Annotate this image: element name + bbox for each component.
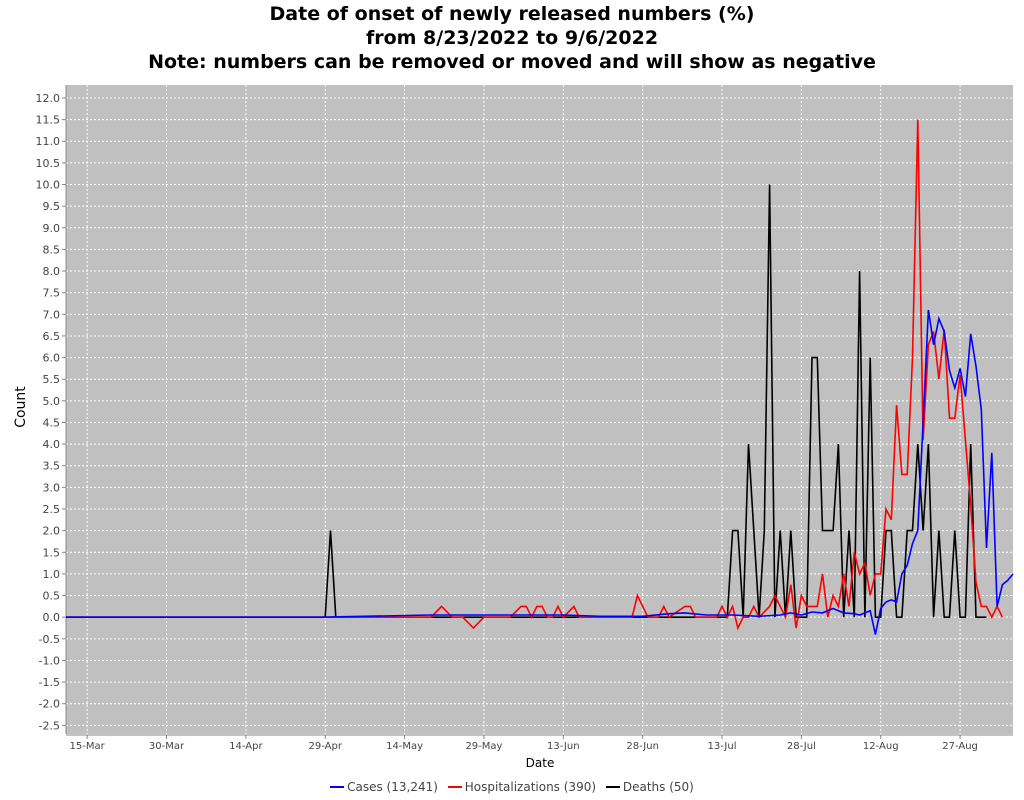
chart-title-line-3: Note: numbers can be removed or moved an… [148, 51, 876, 73]
x-tick-label: 29-Apr [309, 741, 343, 752]
y-tick-label: 0.5 [43, 590, 61, 603]
x-tick-label: 13-Jul [708, 741, 737, 752]
y-tick-label: 6.0 [43, 352, 61, 365]
y-tick-label: 1.5 [43, 546, 61, 559]
y-tick-label: 11.5 [36, 114, 61, 127]
legend-swatch-hospitalizations [447, 785, 462, 788]
line-chart: -2.5 -2.0 -1.5 -1.0 -0.5 0.0 0.5 1.0 1.5 2.0 2.5 3.… [13, 85, 1014, 770]
y-tick-label: 9.5 [43, 200, 61, 213]
y-tick-label: 10.5 [36, 157, 61, 170]
y-tick-label: 8.5 [43, 243, 61, 256]
x-tick-label: 30-Mar [149, 741, 185, 752]
y-tick-label: -0.5 [39, 633, 60, 646]
legend-swatch-deaths [605, 785, 620, 788]
y-tick-label: 9.0 [43, 222, 61, 235]
x-tick-label: 27-Aug [942, 741, 978, 752]
y-tick-label: 1.0 [43, 568, 61, 581]
legend-item-deaths: Deaths (50) [605, 780, 694, 794]
y-tick-label: 4.0 [43, 438, 61, 451]
x-tick-label: 28-Jul [787, 741, 816, 752]
x-axis-label: Date [526, 756, 555, 770]
chart-title: Date of onset of newly released numbers … [0, 2, 1024, 74]
y-tick-label: 3.0 [43, 481, 61, 494]
legend-item-hospitalizations: Hospitalizations (390) [447, 780, 597, 794]
series-line-cases [66, 309, 1014, 635]
y-tick-label: 4.5 [43, 416, 61, 429]
x-tick-label: 14-Apr [229, 741, 263, 752]
y-tick-label: 3.5 [43, 460, 61, 473]
y-tick-label: 0.0 [43, 611, 61, 624]
legend-label-cases: Cases (13,241) [347, 780, 438, 794]
y-tick-label: 7.0 [43, 308, 61, 321]
legend-label-deaths: Deaths (50) [622, 780, 694, 794]
y-tick-label: 10.0 [36, 179, 61, 192]
y-tick-label: -2.0 [39, 698, 60, 711]
y-tick-label: -1.0 [39, 654, 60, 667]
x-tick-label: 12-Aug [863, 741, 899, 752]
y-tick-label: 12.0 [36, 92, 61, 105]
y-tick-label: 11.0 [36, 135, 61, 148]
y-tick-label: 5.5 [43, 373, 61, 386]
y-tick-label: 8.0 [43, 265, 61, 278]
y-tick-label: 7.5 [43, 287, 61, 300]
y-tick-label: 2.0 [43, 525, 61, 538]
x-tick-label: 13-Jun [547, 741, 580, 752]
chart-title-line-2: from 8/23/2022 to 9/6/2022 [365, 27, 659, 49]
chart-title-line-1: Date of onset of newly released numbers … [269, 3, 755, 25]
y-axis-label: Count [13, 386, 29, 428]
y-tick-label: 5.0 [43, 395, 61, 408]
x-tick-label: 29-May [465, 741, 502, 752]
x-tick-label: 15-Mar [70, 741, 106, 752]
plot-area [66, 85, 1013, 734]
x-tick-label: 14-May [386, 741, 423, 752]
y-tick-label: 6.5 [43, 330, 61, 343]
legend-swatch-cases [330, 785, 345, 788]
legend-item-cases: Cases (13,241) [330, 780, 438, 794]
legend-label-hospitalizations: Hospitalizations (390) [464, 780, 597, 794]
y-tick-label: 2.5 [43, 503, 61, 516]
y-tick-label: -2.5 [39, 719, 60, 732]
chart-legend: Cases (13,241) Hospitalizations (390) De… [0, 780, 1024, 794]
x-tick-label: 28-Jun [626, 741, 659, 752]
y-tick-label: -1.5 [39, 676, 60, 689]
